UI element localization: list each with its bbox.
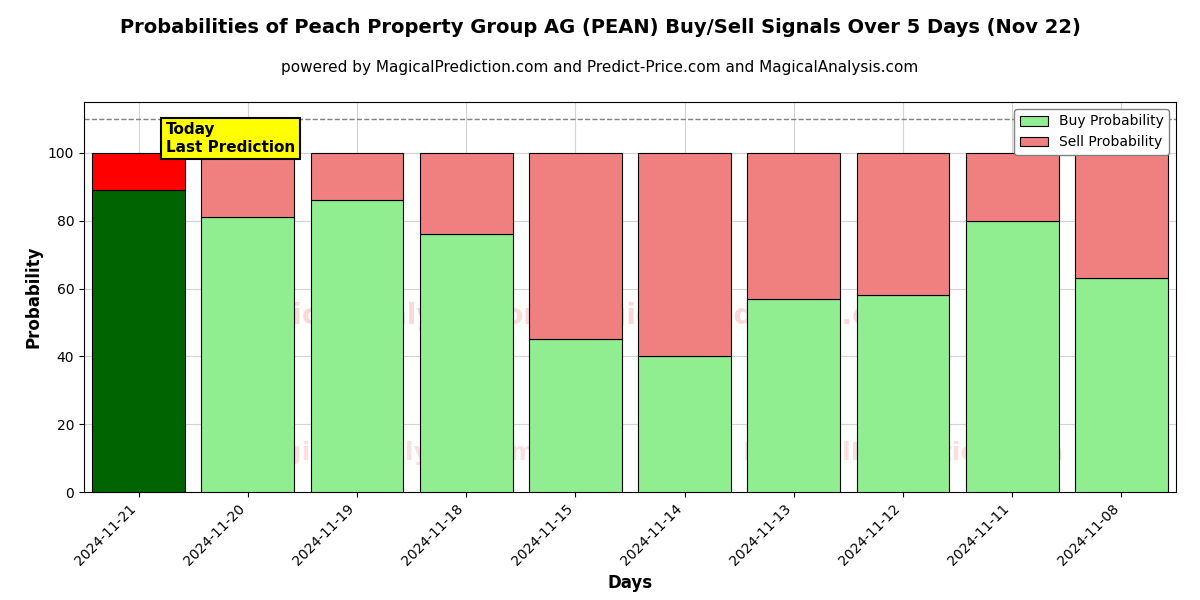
Text: Probabilities of Peach Property Group AG (PEAN) Buy/Sell Signals Over 5 Days (No: Probabilities of Peach Property Group AG… — [120, 18, 1080, 37]
Bar — [857, 295, 949, 492]
X-axis label: Days: Days — [607, 574, 653, 592]
Bar — [748, 153, 840, 299]
Bar — [748, 299, 840, 492]
Legend: Buy Probability, Sell Probability: Buy Probability, Sell Probability — [1014, 109, 1169, 155]
Bar — [420, 153, 512, 234]
Bar — [638, 356, 731, 492]
Text: MagicalPrediction.com: MagicalPrediction.com — [560, 302, 918, 331]
Y-axis label: Probability: Probability — [24, 246, 42, 348]
Text: MagicalPrediction.com: MagicalPrediction.com — [743, 441, 1063, 465]
Bar — [92, 153, 185, 190]
Bar — [529, 340, 622, 492]
Bar — [202, 217, 294, 492]
Bar — [1075, 153, 1168, 278]
Text: MagicalAnalysis.com: MagicalAnalysis.com — [227, 302, 553, 331]
Text: Today
Last Prediction: Today Last Prediction — [166, 122, 295, 155]
Bar — [202, 153, 294, 217]
Bar — [857, 153, 949, 295]
Bar — [420, 234, 512, 492]
Bar — [92, 190, 185, 492]
Text: powered by MagicalPrediction.com and Predict-Price.com and MagicalAnalysis.com: powered by MagicalPrediction.com and Pre… — [281, 60, 919, 75]
Bar — [311, 200, 403, 492]
Bar — [311, 153, 403, 200]
Bar — [529, 153, 622, 340]
Bar — [966, 221, 1058, 492]
Bar — [1075, 278, 1168, 492]
Text: MagicalAnalysis.com: MagicalAnalysis.com — [242, 441, 536, 465]
Bar — [966, 153, 1058, 221]
Bar — [638, 153, 731, 356]
